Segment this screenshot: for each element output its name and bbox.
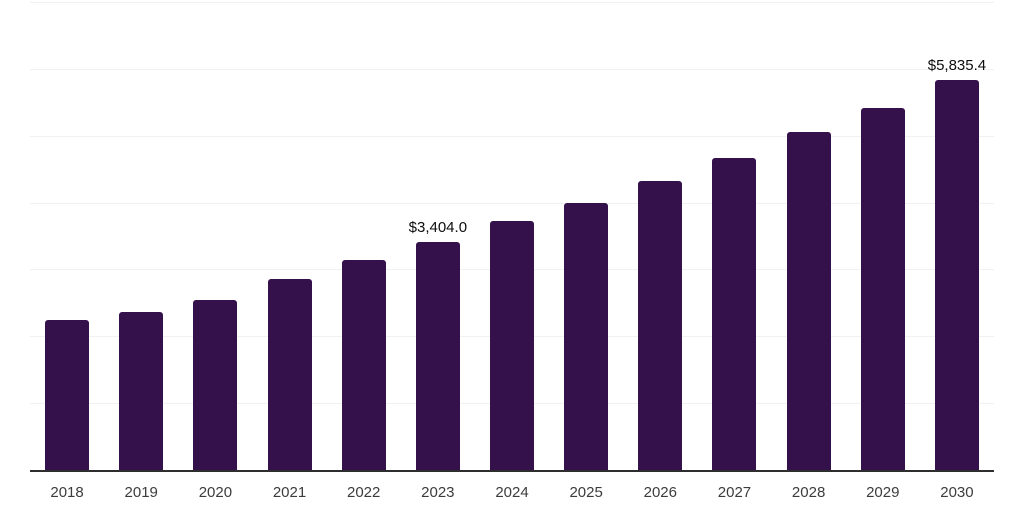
x-tick-2030: 2030 [940, 484, 974, 501]
x-axis-line [30, 470, 994, 472]
x-tick-2018: 2018 [50, 484, 84, 501]
x-tick-2025: 2025 [569, 484, 603, 501]
bar-2025 [564, 202, 609, 470]
gridline-7000 [30, 2, 994, 3]
bar-2030 [934, 79, 979, 470]
gridline-4000 [30, 202, 994, 204]
gridline-6000 [30, 68, 994, 70]
bar-2028 [786, 132, 831, 470]
x-tick-2020: 2020 [198, 484, 233, 501]
x-tick-2026: 2026 [643, 484, 677, 501]
bar-2022 [341, 260, 386, 470]
plot-area: $3,404.0 $5,835.4 [30, 2, 994, 472]
x-tick-2022: 2022 [347, 484, 381, 501]
bar-2027 [712, 158, 757, 470]
bar-2026 [638, 180, 683, 470]
x-tick-2024: 2024 [495, 484, 529, 501]
x-tick-2029: 2029 [866, 484, 900, 501]
bar-2023 [415, 242, 460, 470]
x-tick-2027: 2027 [717, 484, 752, 501]
x-tick-2023: 2023 [421, 484, 455, 501]
bar-2029 [860, 107, 905, 470]
bar-2019 [119, 312, 164, 470]
bar-2018 [45, 320, 90, 470]
value-label-2023: $3,404.0 [408, 219, 468, 237]
bar-2020 [193, 299, 238, 470]
gridline-5000 [30, 135, 994, 137]
bar-2024 [490, 221, 534, 470]
x-tick-2028: 2028 [791, 484, 826, 501]
bar-2021 [267, 279, 312, 470]
value-label-2030: $5,835.4 [927, 56, 987, 74]
x-tick-2021: 2021 [272, 484, 307, 501]
x-tick-2019: 2019 [124, 484, 158, 501]
